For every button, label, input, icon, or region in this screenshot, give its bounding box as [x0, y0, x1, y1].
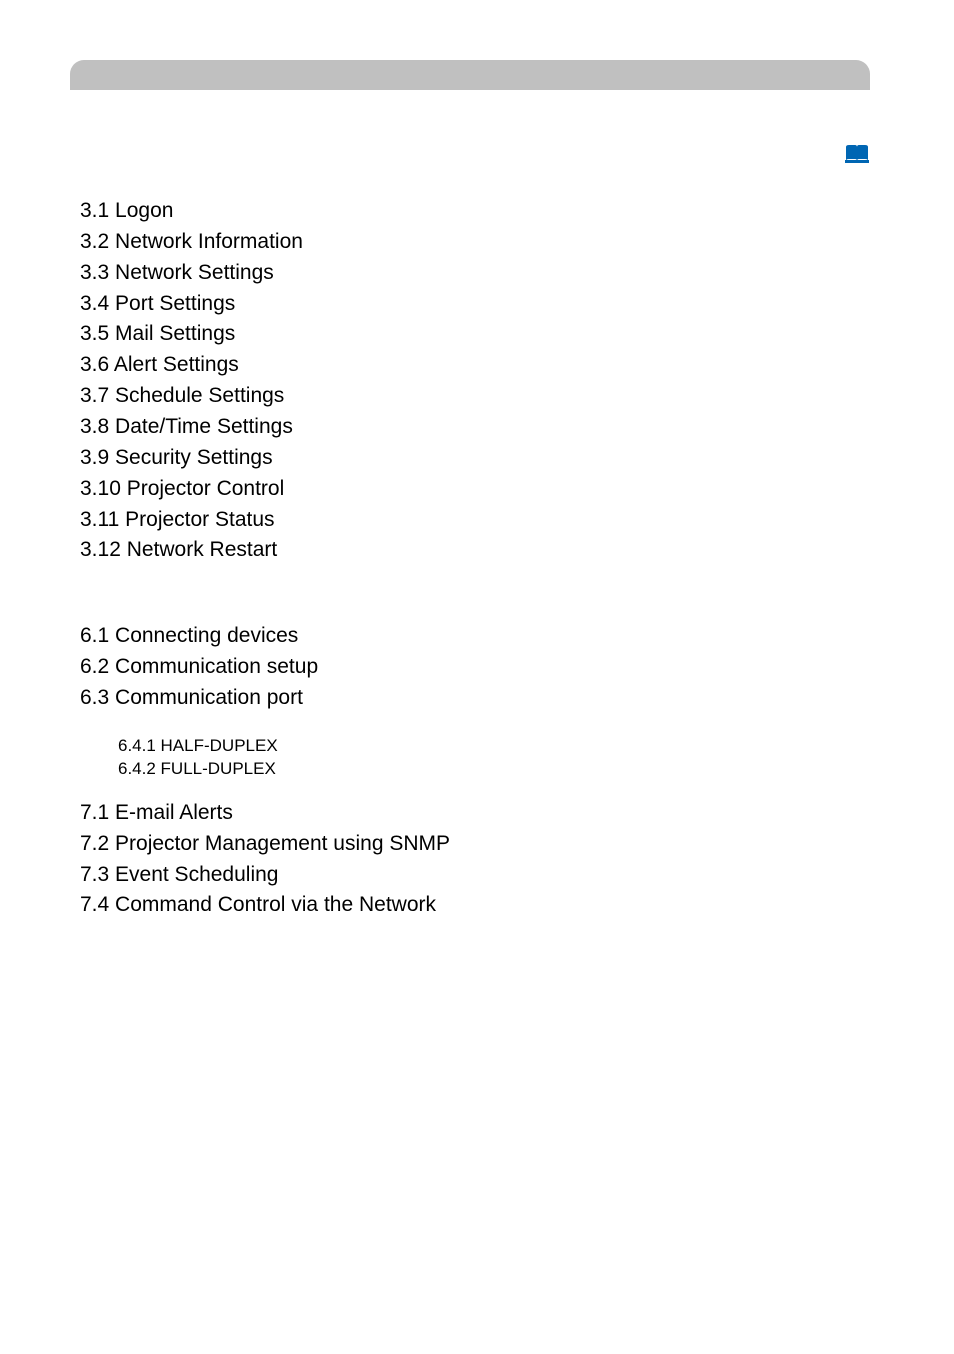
toc-entry: 3.7 Schedule Settings — [80, 381, 870, 412]
toc-entry: 6.3 Communication port — [80, 683, 870, 714]
toc-entry: 3.6 Alert Settings — [80, 350, 870, 381]
toc-entry: 7.4 Command Control via the Network — [80, 890, 870, 921]
toc-subentry: 6.4.2 FULL-DUPLEX — [80, 757, 870, 780]
toc-entry: 3.4 Port Settings — [80, 289, 870, 320]
toc-entry: 3.11 Projector Status — [80, 505, 870, 536]
toc-entry: 3.12 Network Restart — [80, 535, 870, 566]
toc-entry: 3.2 Network Information — [80, 227, 870, 258]
toc-entry: 7.3 Event Scheduling — [80, 860, 870, 891]
toc-entry: 3.10 Projector Control — [80, 474, 870, 505]
book-icon — [845, 145, 869, 163]
toc-entry: 3.5 Mail Settings — [80, 319, 870, 350]
toc-entry: 6.2 Communication setup — [80, 652, 870, 683]
toc-entry: 6.1 Connecting devices — [80, 621, 870, 652]
table-of-contents: 3.1 Logon 3.2 Network Information 3.3 Ne… — [80, 196, 870, 921]
toc-subentry: 6.4.1 HALF-DUPLEX — [80, 734, 870, 757]
toc-entry: 3.8 Date/Time Settings — [80, 412, 870, 443]
toc-entry: 3.1 Logon — [80, 196, 870, 227]
header-bar — [70, 60, 870, 90]
toc-entry: 3.9 Security Settings — [80, 443, 870, 474]
toc-entry: 7.2 Projector Management using SNMP — [80, 829, 870, 860]
toc-entry: 3.3 Network Settings — [80, 258, 870, 289]
toc-entry: 7.1 E-mail Alerts — [80, 798, 870, 829]
